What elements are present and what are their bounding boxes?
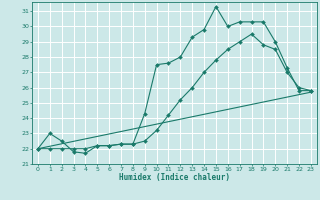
X-axis label: Humidex (Indice chaleur): Humidex (Indice chaleur) bbox=[119, 173, 230, 182]
